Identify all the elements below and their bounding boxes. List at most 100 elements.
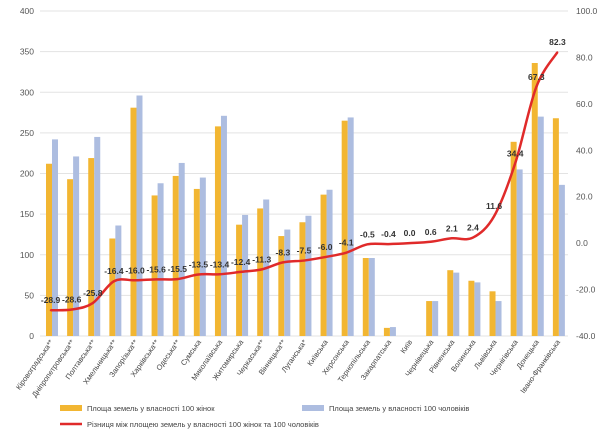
bar-women <box>447 270 454 336</box>
bar-men <box>558 184 565 336</box>
difference-point <box>197 273 200 276</box>
left-axis-tick-label: 50 <box>25 290 35 300</box>
bar-men <box>537 116 544 336</box>
left-axis-tick-label: 350 <box>20 47 34 57</box>
left-axis-tick-label: 400 <box>20 6 34 16</box>
bar-men <box>474 282 481 336</box>
bar-women <box>193 188 200 336</box>
right-axis-tick-label: 100.0 <box>576 6 598 16</box>
bar-women <box>88 158 95 336</box>
difference-point <box>218 273 221 276</box>
difference-data-label: 0.6 <box>425 227 437 237</box>
bar-women <box>362 258 369 336</box>
bar-men <box>178 162 185 336</box>
difference-point <box>535 86 538 88</box>
right-axis-tick-label: 40.0 <box>576 145 593 155</box>
bar-women <box>278 236 285 336</box>
difference-data-label: -25.8 <box>83 288 103 298</box>
bar-men <box>305 215 312 336</box>
difference-point <box>556 51 559 53</box>
bar-women <box>383 327 390 336</box>
difference-data-label: -6.0 <box>318 242 333 252</box>
bar-men <box>136 95 143 336</box>
difference-data-label: -28.9 <box>41 295 61 305</box>
difference-point <box>92 302 94 304</box>
difference-point <box>239 271 242 273</box>
bar-men <box>73 156 80 336</box>
difference-data-label: 2.4 <box>467 223 479 233</box>
bar-marks <box>46 63 565 336</box>
bar-women <box>552 118 559 336</box>
difference-point <box>324 256 326 258</box>
bar-women <box>109 238 116 336</box>
difference-point <box>155 278 157 281</box>
difference-data-label: -4.1 <box>339 238 354 248</box>
difference-point <box>493 215 495 218</box>
difference-point <box>345 251 348 254</box>
difference-point <box>387 243 390 245</box>
left-axis-ticks: 0 50 100 150 200 250 300 350 400 <box>20 6 34 341</box>
difference-data-label: -16.0 <box>125 265 145 275</box>
difference-data-label: 82.3 <box>549 37 566 47</box>
category-label: Київ <box>398 338 414 355</box>
legend-label-difference: Різниця між площею земель у власності 10… <box>87 420 319 429</box>
bar-women <box>489 291 496 336</box>
difference-data-label: -13.5 <box>189 259 209 269</box>
difference-point <box>70 308 73 311</box>
bar-women <box>46 163 52 336</box>
legend: Площа земель у власності 100 жінок Площа… <box>60 404 469 429</box>
difference-data-label: -8.3 <box>276 247 291 257</box>
bar-men <box>495 301 502 336</box>
bar-women <box>320 194 327 336</box>
right-axis-tick-label: -40.0 <box>576 331 596 341</box>
category-label: Івано-Франківська <box>518 337 562 395</box>
legend-swatch-men <box>302 405 324 411</box>
difference-point <box>366 243 369 246</box>
bar-men <box>516 169 523 336</box>
difference-point <box>49 309 52 312</box>
difference-point <box>260 268 263 271</box>
difference-point <box>176 278 179 280</box>
bar-women <box>510 141 517 336</box>
bar-women <box>130 107 137 336</box>
difference-data-label: -13.4 <box>210 259 230 269</box>
right-axis-tick-label: 0.0 <box>576 238 588 248</box>
bar-men <box>453 272 460 336</box>
bar-women <box>257 208 264 336</box>
category-labels: Кіровоградська**Дніпропетровська**Полтав… <box>14 337 563 399</box>
right-axis-tick-label: -20.0 <box>576 285 596 295</box>
bar-men <box>242 214 249 336</box>
bar-men <box>389 327 396 336</box>
difference-point <box>113 280 115 283</box>
difference-point <box>472 236 474 239</box>
bar-women <box>151 195 158 336</box>
left-axis-tick-label: 150 <box>20 209 34 219</box>
difference-data-label: -12.4 <box>231 257 251 267</box>
difference-data-label: -15.6 <box>146 264 166 274</box>
bar-men <box>157 183 164 336</box>
difference-data-label: -7.5 <box>297 246 312 256</box>
bar-women <box>172 175 179 336</box>
difference-point <box>429 240 432 243</box>
right-axis-tick-label: 20.0 <box>576 192 593 202</box>
difference-data-label: -0.4 <box>381 229 396 239</box>
bar-women <box>468 280 475 336</box>
bar-women <box>341 120 348 336</box>
data-labels: -28.9 -28.6-25.8 -16.4 -16.0 -15.6 -15.5 -13.5… <box>41 37 566 305</box>
bar-men <box>220 115 227 336</box>
difference-data-label: -28.6 <box>62 295 82 305</box>
bar-women <box>236 224 243 336</box>
left-axis-tick-label: 250 <box>20 128 34 138</box>
difference-point <box>134 279 136 282</box>
gridlines <box>40 10 568 337</box>
left-axis-tick-label: 100 <box>20 250 34 260</box>
legend-label-men: Площа земель у власності 100 чоловіків <box>329 404 469 413</box>
difference-point <box>282 261 284 264</box>
line-series <box>49 51 559 312</box>
bar-men <box>94 136 101 336</box>
bar-men <box>432 301 439 336</box>
difference-data-label: 0.0 <box>404 228 416 238</box>
bar-men <box>347 117 354 336</box>
